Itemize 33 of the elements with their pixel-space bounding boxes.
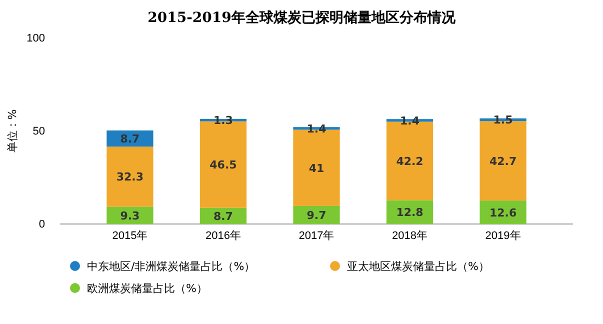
bar [480,200,526,224]
x-tick-label: 2019年 [485,230,521,242]
data-label: 12.6 [489,206,517,220]
bar [106,146,154,207]
x-tick-label: 2016年 [205,230,241,242]
data-label: 41 [308,162,324,175]
bar [386,200,434,224]
data-label: 1.5 [493,114,513,127]
data-label: 32.3 [116,170,144,184]
legend-label: 亚太地区煤炭储量占比（%） [347,260,490,273]
bar [293,206,340,224]
y-tick-label: 50 [32,126,45,138]
chart-title: 2015-2019年全球煤炭已探明储量地区分布情况 [148,10,456,26]
y-tick-label: 0 [38,218,45,231]
y-axis-title: 单位：% [6,109,19,153]
data-label: 42.7 [489,154,517,168]
x-tick-label: 2017年 [298,230,334,242]
data-label: 8.7 [120,132,140,146]
data-label: 42.2 [396,154,424,168]
data-label: 1.3 [213,114,233,128]
legend-label: 中东地区/非洲煤炭储量占比（%） [87,260,256,273]
data-label: 46.5 [210,158,237,172]
data-label: 8.7 [213,210,233,223]
legend-label: 欧洲煤炭储量占比（%） [87,282,208,295]
data-label: 1.4 [400,114,420,128]
data-label: 9.3 [120,209,140,222]
data-label: 12.8 [396,206,424,220]
x-tick-label: 2018年 [392,230,428,242]
bar [106,206,154,224]
data-label: 9.7 [306,208,326,222]
data-label: 1.4 [306,122,327,136]
x-tick-label: 2015年 [112,230,148,242]
y-tick-label: 100 [26,32,45,45]
